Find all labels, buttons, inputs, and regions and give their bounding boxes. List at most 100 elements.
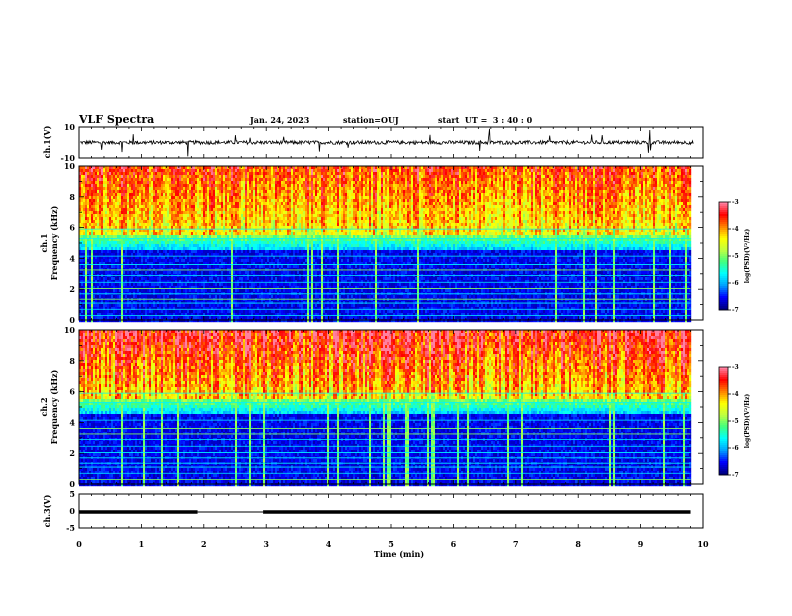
spectrogram-cell (407, 187, 409, 190)
spectrogram-cell (197, 211, 199, 214)
spectrogram-cell (519, 175, 521, 178)
spectrogram-cell (627, 190, 629, 193)
spectrogram-cell (87, 178, 89, 181)
spectrogram-cell (139, 208, 141, 211)
spectrogram-cell (509, 205, 511, 208)
spectrogram-cell (437, 202, 439, 205)
spectrogram-cell (539, 208, 541, 211)
spectrogram-cell (513, 190, 515, 193)
spectrogram-cell (371, 169, 373, 172)
spectrogram-cell (547, 181, 549, 184)
spectrogram-cell (571, 196, 573, 199)
spectrogram-cell (585, 205, 587, 208)
spectrogram-cell (465, 187, 467, 190)
spectrogram-cell (531, 196, 533, 199)
spectrogram-cell (205, 190, 207, 193)
spectrogram-cell (571, 205, 573, 208)
spectrogram-cell (397, 181, 399, 184)
spectrogram-cell (351, 193, 353, 196)
spectrogram-cell (635, 190, 637, 193)
spectrogram-cell (129, 169, 131, 172)
spectrogram-cell (241, 199, 243, 202)
spectrogram-cell (495, 178, 497, 181)
spectrogram-cell (311, 187, 313, 190)
spectrogram-cell (219, 169, 221, 172)
spectrogram-cell (597, 211, 599, 214)
spectrogram-cell (315, 205, 317, 208)
spectrogram-cell (665, 172, 667, 175)
spectrogram-cell (215, 205, 217, 208)
spectrogram-cell (347, 175, 349, 178)
spectrogram-cell (317, 184, 319, 187)
spectrogram-cell (473, 193, 475, 196)
spectrogram-cell (327, 178, 329, 181)
spectrogram-cell (655, 184, 657, 187)
spectrogram-cell (113, 193, 115, 196)
spectrogram-cell (239, 208, 241, 211)
spectrogram-cell (539, 193, 541, 196)
spectrogram-cell (121, 178, 123, 181)
spectrogram-cell (335, 196, 337, 199)
spectrogram-cell (583, 205, 585, 208)
spectrogram-cell (133, 175, 135, 178)
spectrogram-cell (413, 199, 415, 202)
spectrogram-cell (417, 175, 419, 178)
spectrogram-cell (169, 175, 171, 178)
spectrogram-cell (599, 175, 601, 178)
spectrogram-cell (131, 205, 133, 208)
spectrogram-cell (603, 208, 605, 211)
spectrogram-cell (579, 196, 581, 199)
spectrogram-cell (329, 202, 331, 205)
spectrogram-cell (125, 196, 127, 199)
spectrogram-cell (673, 175, 675, 178)
spectrogram-cell (269, 178, 271, 181)
spectrogram-cell (687, 190, 689, 193)
spectrogram-cell (161, 187, 163, 190)
spectrogram-cell (437, 196, 439, 199)
spectrogram-cell (113, 202, 115, 205)
spectrogram-cell (539, 169, 541, 172)
spectrogram-cell (113, 208, 115, 211)
spectrogram-cell (381, 208, 383, 211)
spectrogram-cell (303, 181, 305, 184)
spectrogram-cell (315, 190, 317, 193)
spectrogram-cell (545, 196, 547, 199)
spectrogram-cell (217, 202, 219, 205)
spectrogram-cell (401, 181, 403, 184)
spectrogram-cell (533, 181, 535, 184)
spectrogram-cell (137, 178, 139, 181)
spectrogram-cell (501, 172, 503, 175)
spectrogram-cell (377, 193, 379, 196)
spectrogram-cell (97, 211, 99, 214)
spectrogram-cell (359, 199, 361, 202)
spectrogram-cell (427, 205, 429, 208)
spectrogram-cell (517, 175, 519, 178)
spectrogram-cell (441, 187, 443, 190)
spectrogram-cell (165, 211, 167, 214)
spectrogram-cell (99, 190, 101, 193)
spectrogram-cell (607, 172, 609, 175)
spectrogram-cell (269, 193, 271, 196)
spectrogram-cell (183, 211, 185, 214)
spectrogram-cell (573, 211, 575, 214)
spectrogram-cell (659, 172, 661, 175)
spectrogram-cell (453, 172, 455, 175)
spectrogram-cell (449, 211, 451, 214)
spectrogram-cell (291, 193, 293, 196)
spectrogram-cell (131, 199, 133, 202)
spectrogram-cell (129, 172, 131, 175)
spectrogram-cell (487, 187, 489, 190)
spectrogram-cell (253, 175, 255, 178)
spectrogram-cell (95, 187, 97, 190)
spectrogram-cell (501, 187, 503, 190)
spectrogram-cell (185, 172, 187, 175)
spectrogram-cell (439, 190, 441, 193)
spectrogram-cell (193, 181, 195, 184)
spectrogram-cell (529, 169, 531, 172)
spectrogram-cell (181, 211, 183, 214)
spectrogram-cell (445, 208, 447, 211)
spectrogram-cell (329, 196, 331, 199)
spectrogram-cell (479, 196, 481, 199)
spectrogram-cell (385, 172, 387, 175)
spectrogram-cell (597, 172, 599, 175)
